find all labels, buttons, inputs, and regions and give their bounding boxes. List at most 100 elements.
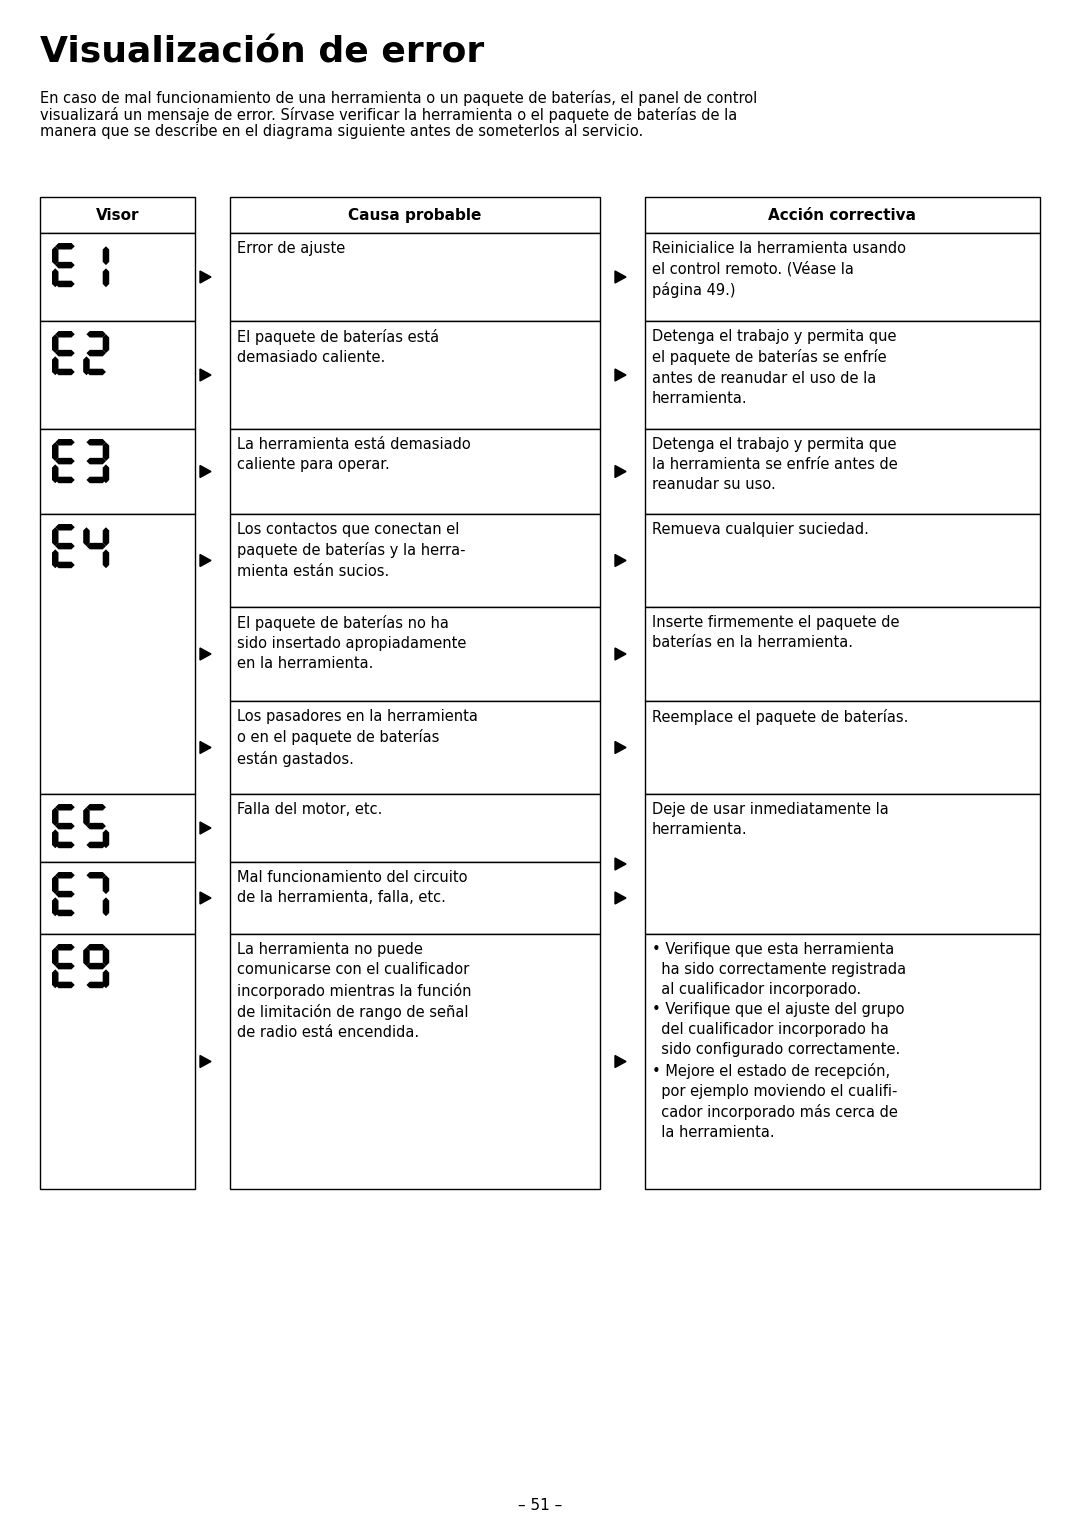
Polygon shape [52,527,58,545]
Polygon shape [55,369,75,375]
Polygon shape [200,555,211,567]
Polygon shape [55,349,75,357]
Bar [40,198,195,233]
Text: • Verifique que esta herramienta
  ha sido correctamente registrada
  al cualifi: • Verifique que esta herramienta ha sido… [652,942,906,1140]
Text: Inserte firmemente el paquete de
baterías en la herramienta.: Inserte firmemente el paquete de batería… [652,614,900,650]
Polygon shape [55,872,75,878]
Polygon shape [86,476,106,483]
Bar [230,233,600,322]
Polygon shape [55,804,75,810]
Polygon shape [103,443,109,461]
Text: Reemplace el paquete de baterías.: Reemplace el paquete de baterías. [652,709,908,725]
Polygon shape [200,1056,211,1068]
Polygon shape [200,466,211,478]
Text: La herramienta no puede
comunicarse con el cualificador
incorporado mientras la : La herramienta no puede comunicarse con … [237,942,472,1040]
Text: Visualización de error: Visualización de error [40,35,484,69]
Polygon shape [86,982,106,988]
Text: La herramienta está demasiado
caliente para operar.: La herramienta está demasiado caliente p… [237,437,471,472]
Polygon shape [52,247,58,265]
Polygon shape [83,947,90,967]
Polygon shape [86,349,106,357]
Polygon shape [55,280,75,286]
Polygon shape [52,464,58,483]
Bar [230,429,600,515]
Polygon shape [200,271,211,283]
Polygon shape [52,829,58,849]
Polygon shape [615,1056,626,1068]
Bar [40,322,195,429]
Polygon shape [200,892,211,904]
Polygon shape [200,648,211,660]
Polygon shape [55,910,75,916]
Text: manera que se describe en el diagrama siguiente antes de someterlos al servicio.: manera que se describe en el diagrama si… [40,124,644,139]
Bar [230,702,600,794]
Bar [645,794,1040,935]
Bar [230,794,600,863]
Bar [40,515,195,794]
Polygon shape [103,268,109,286]
Polygon shape [83,357,90,375]
Polygon shape [86,804,106,810]
Polygon shape [615,741,626,754]
Polygon shape [86,458,106,464]
Bar [230,863,600,935]
Polygon shape [55,944,75,950]
Text: Detenga el trabajo y permita que
la herramienta se enfríe antes de
reanudar su u: Detenga el trabajo y permita que la herr… [652,437,897,492]
Text: Reinicialice la herramienta usando
el control remoto. (Véase la
página 49.): Reinicialice la herramienta usando el co… [652,241,906,299]
Polygon shape [615,271,626,283]
Polygon shape [103,875,109,895]
Bar [645,322,1040,429]
Polygon shape [103,947,109,967]
Text: Deje de usar inmediatamente la
herramienta.: Deje de usar inmediatamente la herramien… [652,801,889,836]
Bar [230,935,600,1189]
Polygon shape [55,890,75,898]
Polygon shape [200,823,211,833]
Polygon shape [103,247,109,265]
Polygon shape [86,872,106,878]
Text: Falla del motor, etc.: Falla del motor, etc. [237,801,382,817]
Polygon shape [615,369,626,381]
Polygon shape [55,440,75,446]
Text: Los pasadores en la herramienta
o en el paquete de baterías
están gastados.: Los pasadores en la herramienta o en el … [237,709,477,768]
Polygon shape [83,527,90,545]
Polygon shape [55,841,75,849]
Bar [230,515,600,607]
Polygon shape [52,357,58,375]
Bar [230,198,600,233]
Polygon shape [86,944,106,950]
Text: visualizará un mensaje de error. Sírvase verificar la herramienta o el paquete d: visualizará un mensaje de error. Sírvase… [40,107,738,123]
Text: Remueva cualquier suciedad.: Remueva cualquier suciedad. [652,522,869,538]
Bar [645,233,1040,322]
Polygon shape [55,542,75,550]
Polygon shape [86,823,106,829]
Polygon shape [103,334,109,352]
Polygon shape [55,524,75,530]
Polygon shape [52,875,58,895]
Polygon shape [200,741,211,754]
Polygon shape [55,823,75,829]
Polygon shape [55,982,75,988]
Text: El paquete de baterías no ha
sido insertado apropiadamente
en la herramienta.: El paquete de baterías no ha sido insert… [237,614,467,671]
Polygon shape [103,970,109,988]
Polygon shape [103,527,109,545]
Bar [645,198,1040,233]
Text: Causa probable: Causa probable [349,207,482,222]
Polygon shape [86,440,106,446]
Text: Detenga el trabajo y permita que
el paquete de baterías se enfríe
antes de reanu: Detenga el trabajo y permita que el paqu… [652,329,896,406]
Text: Los contactos que conectan el
paquete de baterías y la herra-
mienta están sucio: Los contactos que conectan el paquete de… [237,522,465,579]
Polygon shape [55,244,75,250]
Polygon shape [55,262,75,268]
Polygon shape [86,962,106,970]
Polygon shape [86,542,106,550]
Polygon shape [55,962,75,970]
Bar [40,935,195,1189]
Polygon shape [615,466,626,478]
Polygon shape [52,550,58,568]
Text: Error de ajuste: Error de ajuste [237,241,346,256]
Polygon shape [200,369,211,381]
Polygon shape [55,476,75,483]
Polygon shape [52,898,58,916]
Polygon shape [86,841,106,849]
Bar [40,233,195,322]
Polygon shape [52,970,58,988]
